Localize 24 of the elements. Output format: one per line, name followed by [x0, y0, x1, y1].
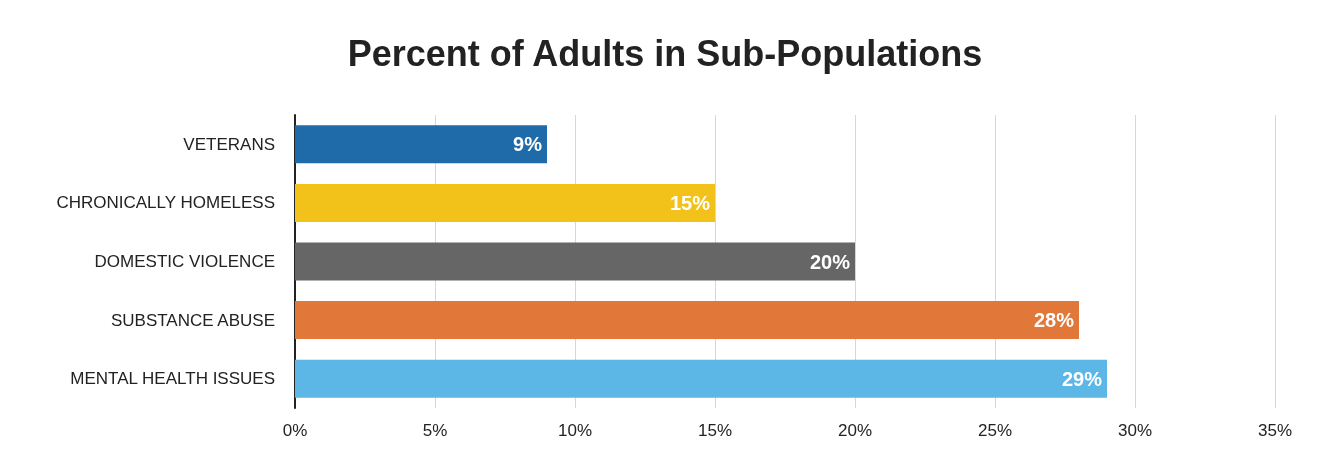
bar — [295, 301, 1079, 340]
data-label: 20% — [809, 250, 851, 273]
x-tick-label: 25% — [977, 421, 1013, 440]
data-label: 15% — [669, 191, 711, 214]
data-label: 29% — [1061, 367, 1103, 390]
data-label: 28% — [1033, 309, 1075, 332]
y-tick-label: DOMESTIC VIOLENCE — [94, 252, 275, 271]
bar — [295, 242, 855, 281]
y-tick-label: SUBSTANCE ABUSE — [110, 310, 275, 330]
x-tick-label: 20% — [837, 421, 873, 440]
x-tick-label: 5% — [422, 421, 448, 440]
x-tick-label: 15% — [697, 421, 733, 440]
x-tick-label: 10% — [557, 421, 593, 440]
x-tick-label: 35% — [1257, 421, 1293, 440]
x-tick-label: 0% — [282, 421, 308, 440]
bar — [295, 183, 715, 222]
data-label: 9% — [513, 133, 543, 156]
y-tick-label: MENTAL HEALTH ISSUES — [70, 369, 275, 389]
bar — [295, 359, 1107, 398]
bar — [295, 125, 547, 164]
x-tick-label: 30% — [1117, 421, 1153, 440]
y-tick-label: CHRONICALLY HOMELESS — [56, 193, 275, 213]
chart-title: Percent of Adults in Sub-Populations — [347, 32, 983, 74]
y-tick-label: VETERANS — [183, 134, 275, 154]
